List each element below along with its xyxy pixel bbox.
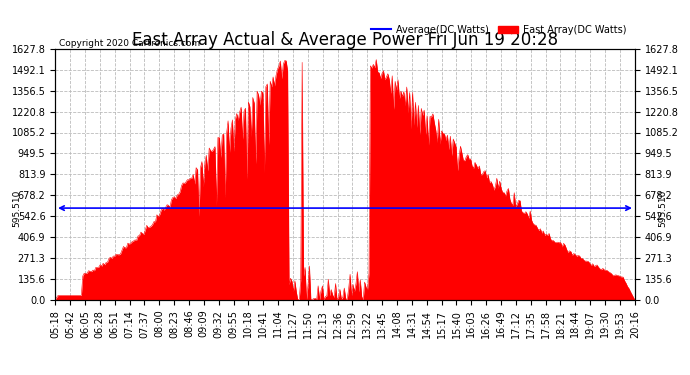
Title: East Array Actual & Average Power Fri Jun 19 20:28: East Array Actual & Average Power Fri Ju… — [132, 31, 558, 49]
Text: 595.510: 595.510 — [12, 189, 21, 227]
Text: 595.510: 595.510 — [658, 189, 667, 227]
Text: Copyright 2020 Cartronics.com: Copyright 2020 Cartronics.com — [59, 39, 200, 48]
Legend: Average(DC Watts), East Array(DC Watts): Average(DC Watts), East Array(DC Watts) — [368, 21, 630, 39]
